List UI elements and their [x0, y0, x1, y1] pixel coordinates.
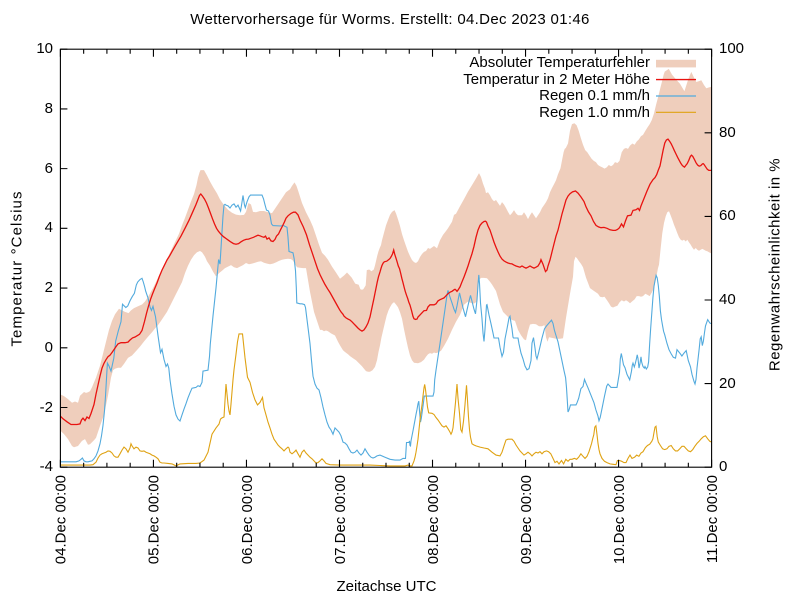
svg-text:05.Dec 00:00: 05.Dec 00:00: [146, 475, 163, 564]
svg-text:09.Dec 00:00: 09.Dec 00:00: [518, 475, 535, 564]
svg-text:06.Dec 00:00: 06.Dec 00:00: [239, 475, 256, 564]
svg-text:10.Dec 00:00: 10.Dec 00:00: [611, 475, 628, 564]
svg-text:08.Dec 00:00: 08.Dec 00:00: [425, 475, 442, 564]
svg-text:07.Dec 00:00: 07.Dec 00:00: [332, 475, 349, 564]
svg-text:04.Dec 00:00: 04.Dec 00:00: [53, 475, 70, 564]
svg-text:11.Dec 00:00: 11.Dec 00:00: [704, 475, 721, 563]
